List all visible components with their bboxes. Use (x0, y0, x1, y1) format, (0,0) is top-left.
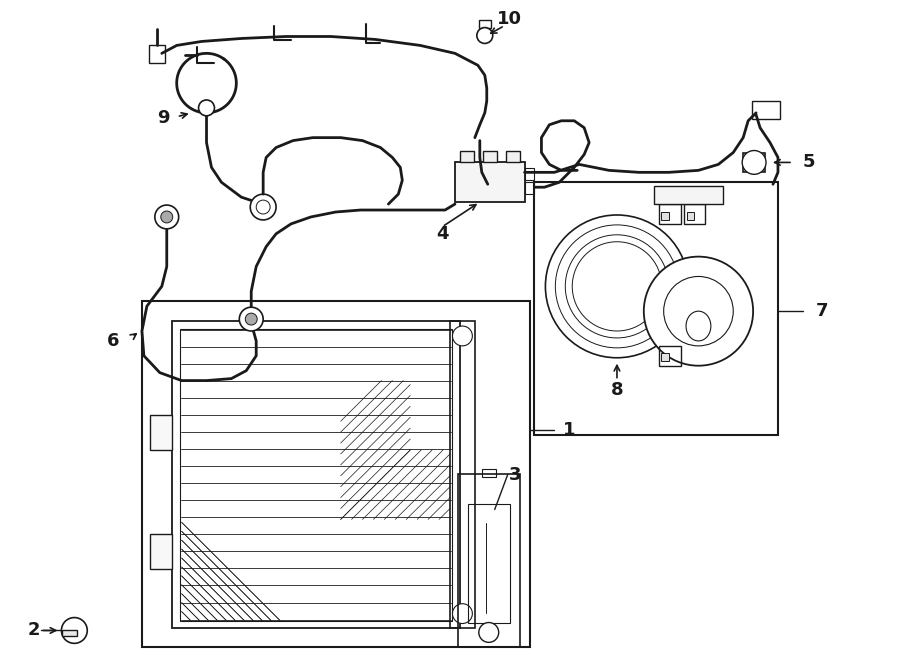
Text: 8: 8 (611, 381, 624, 399)
Bar (62, 631, 77, 637)
Bar (142, 301, 529, 647)
Circle shape (663, 276, 733, 346)
Circle shape (256, 200, 270, 214)
Circle shape (479, 623, 499, 642)
Ellipse shape (686, 311, 711, 341)
Bar (525, 182, 535, 194)
Bar (653, 186, 724, 204)
Circle shape (644, 256, 753, 366)
Bar (506, 151, 519, 163)
Text: 9: 9 (157, 109, 169, 127)
Text: 6: 6 (107, 332, 120, 350)
Bar (661, 212, 669, 220)
Bar (450, 321, 475, 629)
Bar (743, 153, 765, 173)
Circle shape (572, 242, 662, 331)
Text: 7: 7 (815, 302, 828, 320)
Bar (525, 169, 535, 180)
Bar (659, 346, 680, 366)
Text: 4: 4 (436, 225, 448, 243)
Bar (687, 212, 695, 220)
Circle shape (239, 307, 263, 331)
Circle shape (155, 205, 179, 229)
Bar (455, 163, 525, 202)
Circle shape (555, 225, 679, 348)
Bar (752, 101, 780, 119)
Bar (535, 182, 778, 435)
Circle shape (742, 151, 766, 175)
Bar (482, 469, 496, 477)
Bar (659, 204, 680, 224)
Bar (460, 151, 474, 163)
Circle shape (61, 617, 87, 643)
Text: 2: 2 (28, 621, 40, 639)
Circle shape (250, 194, 276, 220)
Bar (150, 534, 172, 569)
Text: 1: 1 (563, 421, 575, 439)
Circle shape (477, 28, 492, 44)
Bar (148, 46, 165, 63)
Circle shape (161, 211, 173, 223)
Circle shape (545, 215, 688, 358)
Circle shape (246, 313, 257, 325)
Bar (661, 353, 669, 361)
Text: 3: 3 (508, 466, 521, 484)
Text: 10: 10 (497, 10, 522, 28)
Bar (479, 20, 490, 28)
Circle shape (453, 326, 472, 346)
Bar (468, 504, 509, 623)
Circle shape (453, 603, 472, 623)
Bar (180, 329, 452, 621)
Bar (683, 204, 706, 224)
Bar (172, 321, 460, 629)
Circle shape (199, 100, 214, 116)
Circle shape (565, 235, 669, 338)
Text: 5: 5 (803, 153, 815, 171)
Bar (458, 474, 519, 647)
Bar (150, 415, 172, 450)
Bar (482, 151, 497, 163)
